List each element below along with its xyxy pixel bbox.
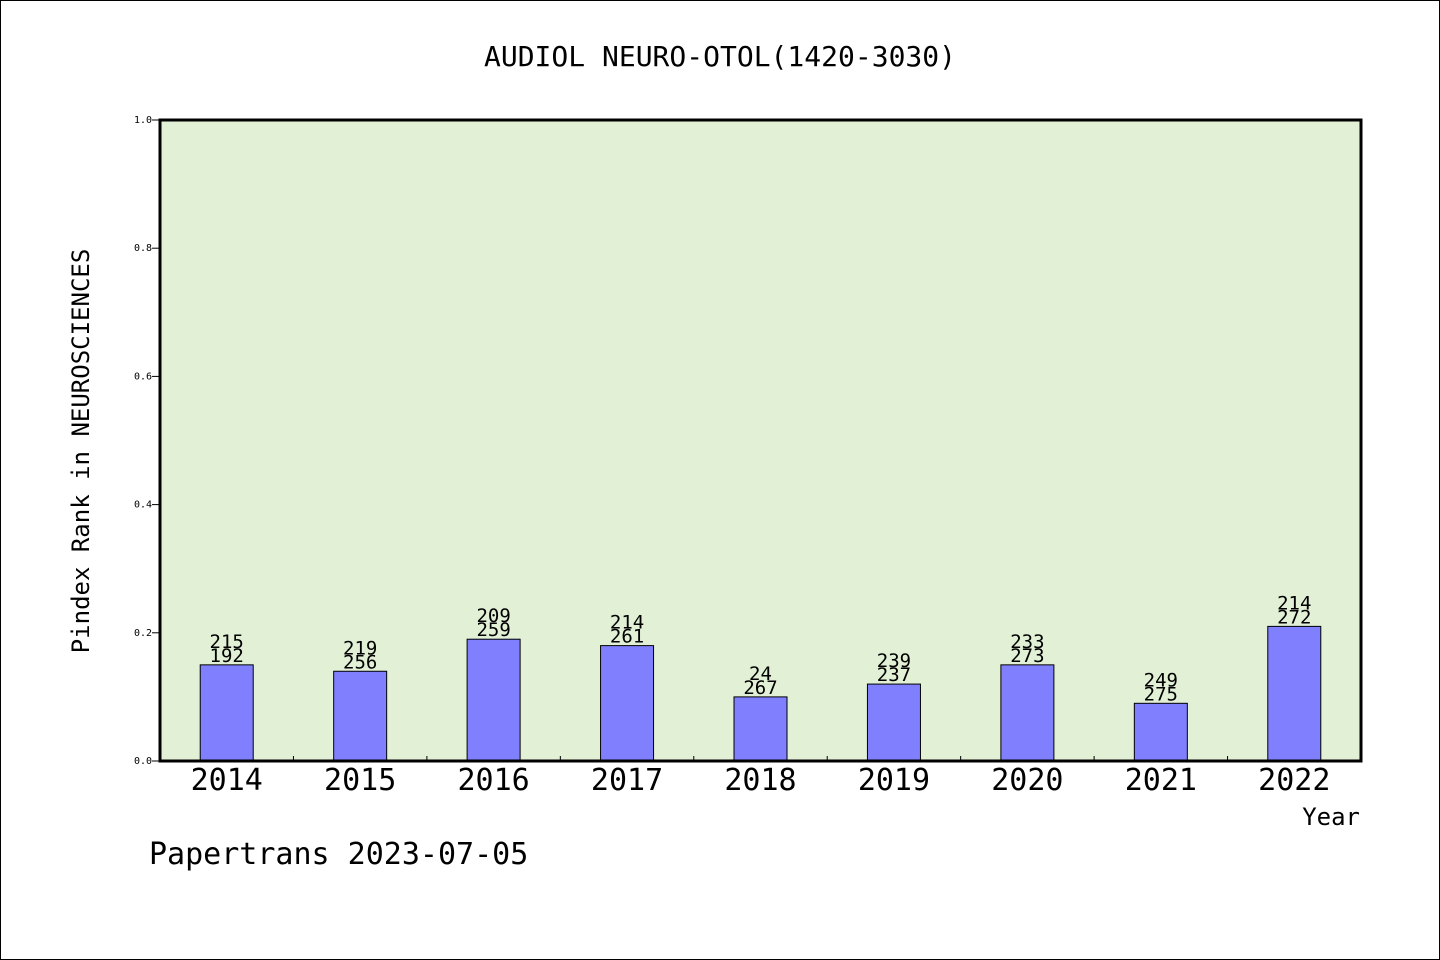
bars — [199, 625, 1322, 762]
bar-2016 — [466, 638, 521, 762]
x-axis-label: Year — [1302, 803, 1360, 831]
data-label-top: 214 — [1277, 592, 1311, 614]
data-label-top: 219 — [343, 637, 377, 659]
data-label-bottom: 261 — [610, 626, 644, 648]
data-label-top: 215 — [210, 631, 244, 653]
x-tick-label: 2020 — [991, 763, 1063, 798]
x-tick-label: 2015 — [324, 763, 396, 798]
data-label-bottom: 272 — [1277, 606, 1311, 628]
bar-2019 — [866, 683, 921, 762]
bar-2015 — [333, 670, 388, 762]
x-tick-label: 2019 — [858, 763, 930, 798]
y-axis-label: Pindex Rank in NEUROSCIENCES — [67, 249, 95, 654]
data-label-top: 209 — [476, 605, 510, 627]
x-tick-label: 2016 — [457, 763, 529, 798]
plot-border — [158, 118, 1363, 763]
bar-2022 — [1267, 625, 1322, 762]
data-label-top: 239 — [877, 650, 911, 672]
bar-2021 — [1133, 702, 1188, 762]
data-label-top: 214 — [610, 612, 644, 634]
data-label-bottom: 192 — [210, 645, 244, 667]
x-tick-label: 2018 — [724, 763, 796, 798]
chart-title: AUDIOL NEURO-OTOL(1420-3030) — [484, 40, 956, 73]
data-label-bottom: 259 — [476, 619, 510, 641]
data-label-top: 249 — [1144, 669, 1178, 691]
data-label-bottom: 256 — [343, 651, 377, 673]
y-tick-label: 0.4 — [134, 500, 152, 511]
data-label-top: 24 — [749, 663, 772, 685]
data-label-bottom: 273 — [1010, 645, 1044, 667]
credit-text: Papertrans 2023-07-05 — [149, 837, 528, 872]
bar-2020 — [1000, 664, 1055, 762]
y-tick-label: 0.6 — [134, 371, 152, 382]
y-tick-label: 1.0 — [134, 115, 152, 126]
bar-2014 — [199, 664, 254, 762]
x-tick-label: 2017 — [591, 763, 663, 798]
data-label-top: 233 — [1010, 631, 1044, 653]
y-tick-label: 0.0 — [134, 756, 152, 767]
data-label-bottom: 237 — [877, 664, 911, 686]
bar-2017 — [600, 645, 655, 762]
x-tick-label: 2021 — [1125, 763, 1197, 798]
y-tick-label: 0.8 — [134, 243, 152, 254]
y-tick-label: 0.2 — [134, 628, 152, 639]
data-label-bottom: 267 — [743, 677, 777, 699]
plot-area — [160, 120, 1361, 761]
x-tick-label: 2022 — [1258, 763, 1330, 798]
x-axis-ticks: 2014 2015 2016 2017 2018 2019 2020 2021 2022 — [191, 756, 1330, 798]
data-label-bottom: 275 — [1144, 683, 1178, 705]
y-axis-ticks: 0.0 0.2 0.4 0.6 0.8 1.0 — [134, 115, 160, 767]
x-tick-label: 2014 — [191, 763, 263, 798]
bar-2018 — [733, 696, 788, 762]
